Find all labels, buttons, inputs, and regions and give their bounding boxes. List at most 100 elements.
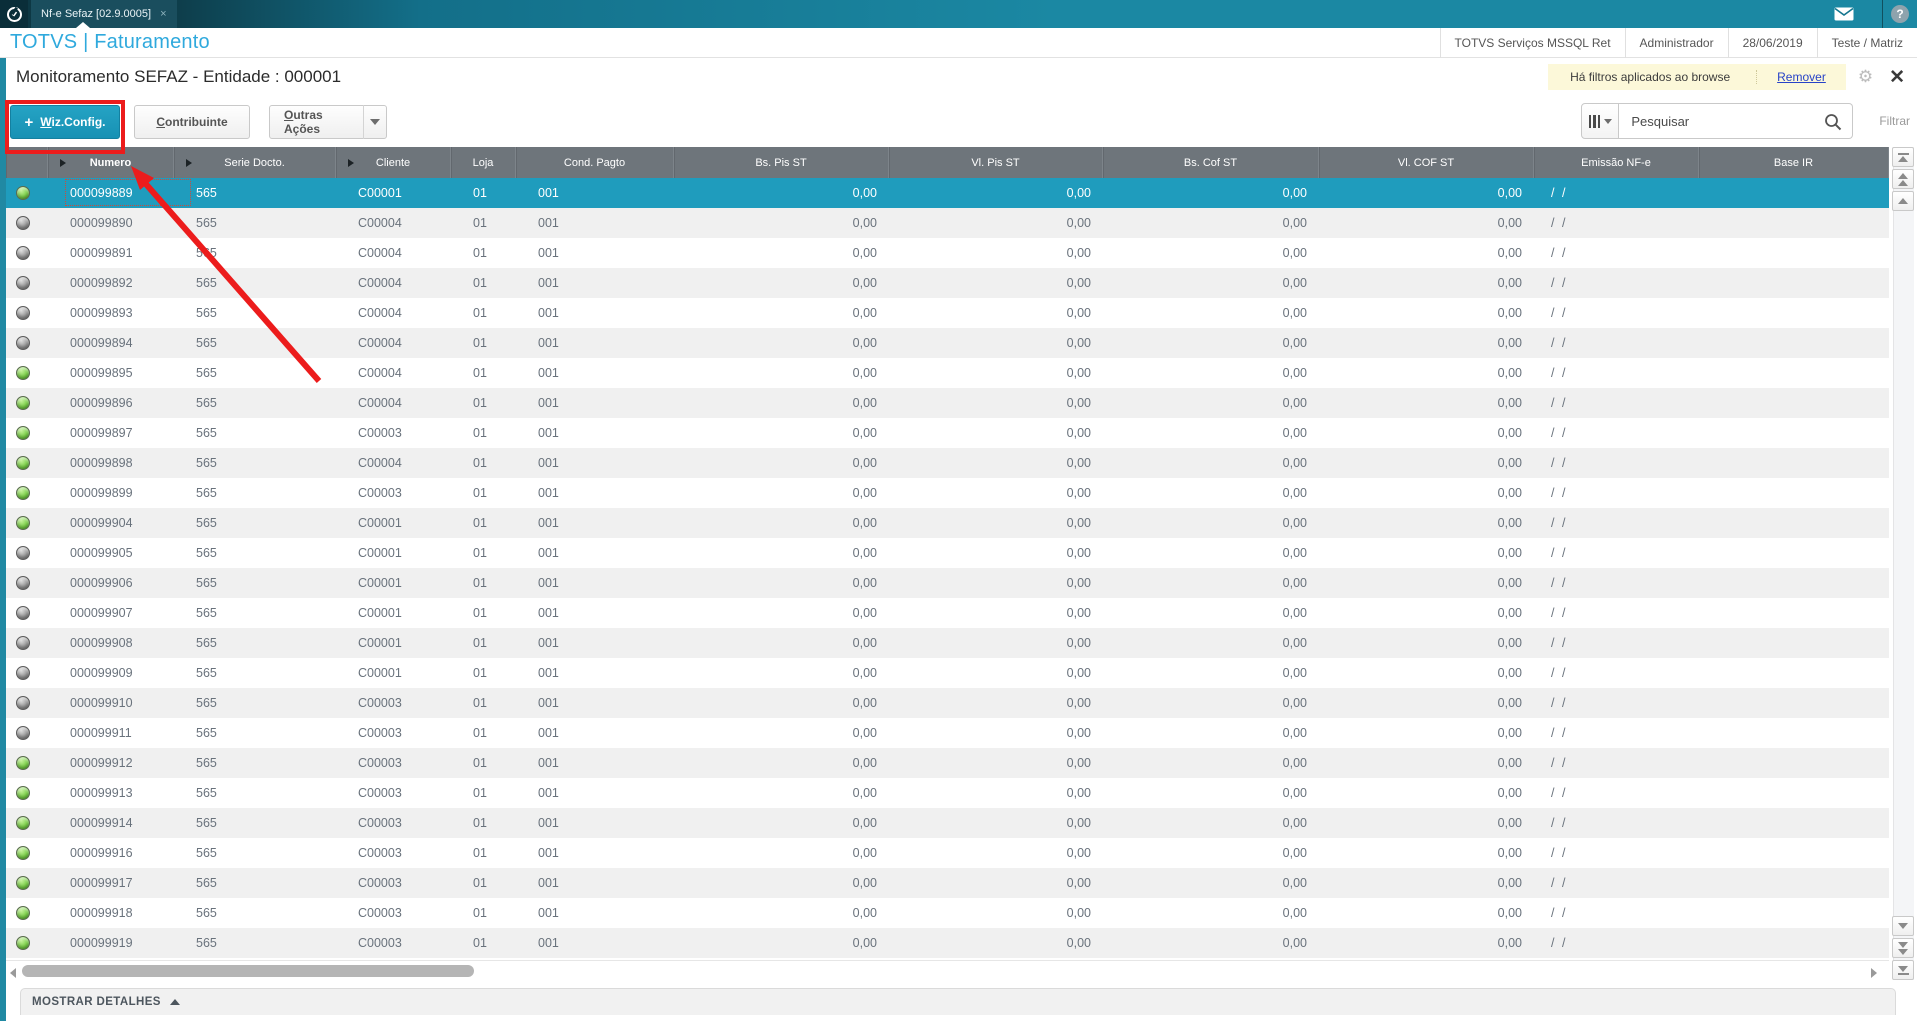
table-row[interactable]: 000099917 565 C00003 01 001 0,00 0,00 0,00 0,00 /…	[6, 868, 1889, 898]
cell-vl-pis-st: 0,00	[1066, 816, 1091, 830]
cell-cliente: C00004	[358, 366, 402, 380]
table-row[interactable]: 000099890 565 C00004 01 001 0,00 0,00 0,00 0,00 /…	[6, 208, 1889, 238]
gear-icon[interactable]: ⚙	[1857, 67, 1874, 86]
cell-vl-pis-st: 0,00	[1066, 696, 1091, 710]
wiz-config-button[interactable]: + Wiz.Config.	[10, 105, 120, 139]
cell-cond-pagto: 001	[538, 516, 559, 530]
table-row[interactable]: 000099892 565 C00004 01 001 0,00 0,00 0,00 0,00 /…	[6, 268, 1889, 298]
column-header-label: Emissão NF-e	[1581, 156, 1651, 169]
column-picker-button[interactable]	[1581, 103, 1620, 139]
table-row[interactable]: 000099889 565 C00001 01 001 0,00 0,00 0,00 0,00 /…	[6, 178, 1889, 208]
close-icon[interactable]: ✕	[1889, 66, 1905, 88]
status-led-gray	[16, 606, 30, 620]
cell-vl-pis-st: 0,00	[1066, 636, 1091, 650]
status-led-gray	[16, 306, 30, 320]
column-header-status[interactable]	[6, 147, 48, 178]
cell-status	[6, 178, 48, 208]
outras-acoes-label: Outras Ações	[284, 108, 323, 136]
table-row[interactable]: 000099898 565 C00004 01 001 0,00 0,00 0,00 0,00 /…	[6, 448, 1889, 478]
table-row[interactable]: 000099907 565 C00001 01 001 0,00 0,00 0,00 0,00 /…	[6, 598, 1889, 628]
table-row[interactable]: 000099891 565 C00004 01 001 0,00 0,00 0,00 0,00 /…	[6, 238, 1889, 268]
line-down-button[interactable]	[1892, 916, 1914, 936]
column-header-base-ir[interactable]: Base IR	[1699, 147, 1889, 178]
cell-loja: 01	[473, 426, 487, 440]
cell-serie: 565	[196, 726, 217, 740]
table-row[interactable]: 000099919 565 C00003 01 001 0,00 0,00 0,00 0,00 /…	[6, 928, 1889, 958]
column-header-bs-pis-st[interactable]: Bs. Pis ST	[674, 147, 889, 178]
column-header-vl-cof-st[interactable]: Vl. COF ST	[1319, 147, 1534, 178]
menu-user[interactable]: Administrador	[1624, 27, 1728, 58]
table-row[interactable]: 000099899 565 C00003 01 001 0,00 0,00 0,00 0,00 /…	[6, 478, 1889, 508]
table-row[interactable]: 000099918 565 C00003 01 001 0,00 0,00 0,00 0,00 /…	[6, 898, 1889, 928]
scroll-left-icon[interactable]	[10, 968, 16, 978]
cell-numero: 000099899	[70, 486, 133, 500]
column-header-emiss-o-nf-e[interactable]: Emissão NF-e	[1534, 147, 1699, 178]
cell-cliente: C00003	[358, 426, 402, 440]
cell-cliente: C00001	[358, 186, 402, 200]
table-row[interactable]: 000099895 565 C00004 01 001 0,00 0,00 0,00 0,00 /…	[6, 358, 1889, 388]
page-down-button[interactable]	[1892, 938, 1914, 958]
cell-bs-pis-st: 0,00	[852, 366, 877, 380]
line-up-button[interactable]	[1892, 191, 1914, 211]
menu-branch[interactable]: Teste / Matriz	[1816, 27, 1917, 58]
column-header-serie-docto[interactable]: Serie Docto.	[174, 147, 336, 178]
table-row[interactable]: 000099896 565 C00004 01 001 0,00 0,00 0,00 0,00 /…	[6, 388, 1889, 418]
horizontal-scrollbar-thumb[interactable]	[22, 965, 474, 977]
table-row[interactable]: 000099910 565 C00003 01 001 0,00 0,00 0,00 0,00 /…	[6, 688, 1889, 718]
cell-base-ir	[1699, 808, 1889, 838]
table-row[interactable]: 000099908 565 C00001 01 001 0,00 0,00 0,00 0,00 /…	[6, 628, 1889, 658]
cell-status	[6, 358, 48, 388]
scroll-to-top-button[interactable]	[1892, 147, 1914, 167]
cell-bs-pis-st: 0,00	[852, 576, 877, 590]
cell-cliente: C00004	[358, 216, 402, 230]
column-header-numero[interactable]: Numero	[48, 147, 174, 178]
search-input[interactable]	[1619, 104, 1853, 138]
table-row[interactable]: 000099916 565 C00003 01 001 0,00 0,00 0,00 0,00 /…	[6, 838, 1889, 868]
status-led-green	[16, 186, 30, 200]
cell-bs-cof-st: 0,00	[1282, 726, 1307, 740]
vertical-scrollbar-track[interactable]	[1893, 147, 1914, 980]
mostrar-detalhes-toggle[interactable]: MOSTRAR DETALHES	[20, 988, 1896, 1015]
cell-numero: 000099895	[70, 366, 133, 380]
table-row[interactable]: 000099914 565 C00003 01 001 0,00 0,00 0,00 0,00 /…	[6, 808, 1889, 838]
cell-base-ir	[1699, 658, 1889, 688]
cell-numero: 000099917	[70, 876, 133, 890]
outras-acoes-button[interactable]: Outras Ações	[269, 105, 387, 139]
filtrar-link[interactable]: Filtrar	[1879, 114, 1910, 128]
cell-vl-pis-st: 0,00	[1066, 516, 1091, 530]
cell-status	[6, 448, 48, 478]
search-icon[interactable]	[1824, 113, 1842, 131]
column-header-cliente[interactable]: Cliente	[336, 147, 451, 178]
remove-filter-link[interactable]: Remover	[1756, 70, 1846, 84]
table-row[interactable]: 000099911 565 C00003 01 001 0,00 0,00 0,00 0,00 /…	[6, 718, 1889, 748]
menu-date[interactable]: 28/06/2019	[1727, 27, 1817, 58]
column-header-loja[interactable]: Loja	[451, 147, 516, 178]
table-row[interactable]: 000099904 565 C00001 01 001 0,00 0,00 0,00 0,00 /…	[6, 508, 1889, 538]
table-row[interactable]: 000099906 565 C00001 01 001 0,00 0,00 0,00 0,00 /…	[6, 568, 1889, 598]
page-up-button[interactable]	[1892, 169, 1914, 189]
contribuinte-button[interactable]: Contribuinte	[134, 105, 250, 139]
table-row[interactable]: 000099893 565 C00004 01 001 0,00 0,00 0,00 0,00 /…	[6, 298, 1889, 328]
cell-bs-pis-st: 0,00	[852, 246, 877, 260]
mail-icon[interactable]	[1834, 7, 1854, 21]
cell-vl-cof-st: 0,00	[1497, 876, 1522, 890]
help-icon[interactable]: ?	[1891, 5, 1909, 23]
menu-environment[interactable]: TOTVS Serviços MSSQL Ret	[1439, 27, 1625, 58]
cell-loja: 01	[473, 456, 487, 470]
column-header-cond-pagto[interactable]: Cond. Pagto	[516, 147, 674, 178]
table-row[interactable]: 000099894 565 C00004 01 001 0,00 0,00 0,00 0,00 /…	[6, 328, 1889, 358]
table-row[interactable]: 000099909 565 C00001 01 001 0,00 0,00 0,00 0,00 /…	[6, 658, 1889, 688]
scroll-right-icon[interactable]	[1871, 968, 1877, 978]
tab-nfe-sefaz[interactable]: Nf-e Sefaz [02.9.0005] ×	[31, 0, 177, 28]
column-header-vl-pis-st[interactable]: Vl. Pis ST	[889, 147, 1103, 178]
scroll-to-bottom-button[interactable]	[1892, 960, 1914, 980]
outras-acoes-dropdown[interactable]	[363, 105, 386, 139]
column-header-bs-cof-st[interactable]: Bs. Cof ST	[1103, 147, 1319, 178]
table-row[interactable]: 000099913 565 C00003 01 001 0,00 0,00 0,00 0,00 /…	[6, 778, 1889, 808]
table-row[interactable]: 000099905 565 C00001 01 001 0,00 0,00 0,00 0,00 /…	[6, 538, 1889, 568]
table-row[interactable]: 000099912 565 C00003 01 001 0,00 0,00 0,00 0,00 /…	[6, 748, 1889, 778]
cell-loja: 01	[473, 576, 487, 590]
cell-vl-cof-st: 0,00	[1497, 426, 1522, 440]
table-row[interactable]: 000099897 565 C00003 01 001 0,00 0,00 0,00 0,00 /…	[6, 418, 1889, 448]
tab-close-icon[interactable]: ×	[160, 8, 167, 20]
